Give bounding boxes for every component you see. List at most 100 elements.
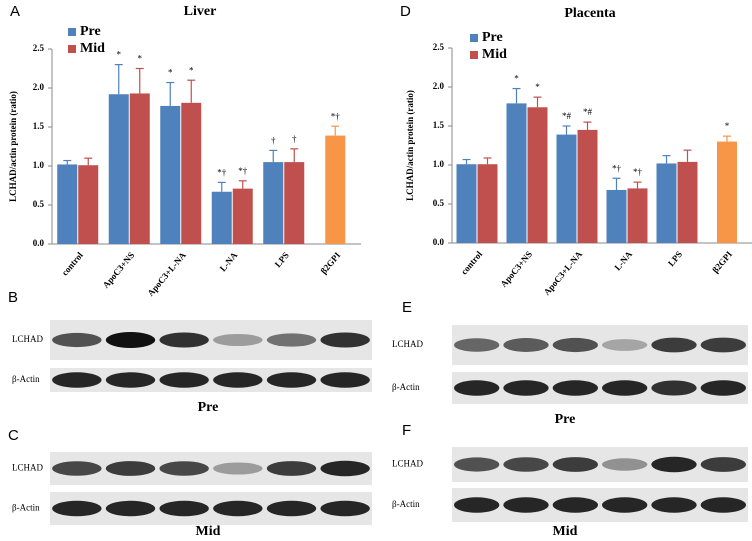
y-tick-label: 1.5 — [433, 120, 445, 130]
error-bar — [114, 63, 123, 95]
blot-strip — [452, 447, 748, 482]
blot-band — [700, 497, 747, 513]
legend-swatch — [470, 51, 478, 59]
significance-mark: *† — [612, 163, 622, 173]
y-tick-label: 0.5 — [433, 198, 445, 208]
y-axis-label: LCHAD/actin protein (ratio) — [405, 90, 415, 201]
legend-label: Pre — [482, 30, 503, 45]
error-bar — [217, 181, 226, 192]
blot-row-label: β-Actin — [392, 382, 420, 392]
blot-strip — [50, 452, 372, 485]
blot-band — [105, 500, 156, 517]
panel-label: C — [8, 427, 19, 444]
bar — [108, 94, 129, 245]
blot-band — [213, 333, 263, 347]
blot-band — [651, 497, 697, 513]
bar — [325, 135, 346, 244]
bar — [263, 162, 284, 244]
legend-swatch — [68, 45, 76, 53]
blot-band — [159, 461, 209, 476]
error-bar — [662, 155, 671, 164]
blot-band — [266, 500, 317, 517]
bar — [78, 165, 99, 244]
error-bar — [583, 121, 592, 130]
legend-label: Mid — [80, 41, 105, 56]
blot-row-label: β-Actin — [392, 499, 420, 509]
significance-mark: * — [725, 121, 730, 131]
significance-mark: † — [292, 134, 297, 144]
blot-band — [552, 337, 599, 353]
blot-band — [105, 332, 156, 348]
error-bar — [562, 125, 571, 135]
blot-band — [159, 372, 209, 388]
error-bar — [166, 81, 175, 106]
blot-row-label: β-Actin — [12, 374, 40, 384]
blot-band — [651, 380, 697, 396]
blot-caption: Pre — [198, 400, 219, 415]
blot-band — [213, 372, 263, 388]
x-tick-label: β2GPI — [318, 250, 342, 276]
error-bar — [135, 67, 144, 94]
blot-band — [700, 457, 747, 472]
panel-label: E — [402, 299, 412, 316]
blot-band — [453, 497, 500, 513]
x-tick-label: ApoC3+L-NA — [542, 249, 585, 297]
y-tick-label: 2.5 — [33, 43, 45, 53]
bar — [477, 164, 498, 243]
blot-band — [159, 332, 209, 348]
panel-label: A — [10, 3, 20, 20]
blot-row-label: LCHAD — [12, 463, 43, 473]
significance-mark: *# — [562, 111, 572, 121]
blot-band — [503, 497, 549, 513]
x-tick-label: β2GPI — [710, 249, 734, 275]
y-tick-label: 0.0 — [33, 238, 45, 248]
bar — [160, 105, 181, 244]
y-tick-label: 2.0 — [433, 81, 445, 91]
y-axis-label: LCHAD/actin protein (ratio) — [8, 91, 18, 202]
blot-band — [266, 461, 317, 476]
y-tick-label: 0.5 — [33, 199, 45, 209]
blot-caption: Mid — [196, 524, 221, 539]
significance-mark: * — [535, 82, 540, 92]
blot-band — [453, 380, 500, 396]
blot-band — [503, 380, 549, 396]
blot-caption: Pre — [555, 412, 576, 427]
error-bar — [238, 180, 247, 189]
blot-strip — [50, 320, 372, 360]
significance-mark: † — [271, 135, 276, 145]
x-tick-label: ApoC3+NS — [101, 250, 137, 290]
bar — [527, 107, 548, 243]
blot-band — [651, 337, 697, 353]
bar — [232, 188, 253, 244]
error-bar — [331, 125, 340, 136]
bar — [556, 134, 577, 243]
blot-strip — [452, 372, 748, 404]
bar — [284, 162, 305, 244]
bar — [211, 191, 232, 244]
significance-mark: * — [514, 74, 519, 84]
blot-band — [52, 461, 102, 476]
blot-band — [601, 339, 648, 351]
blot-band — [601, 380, 648, 396]
error-bar — [723, 135, 731, 142]
x-tick-label: ApoC3+L-NA — [145, 250, 188, 298]
bar — [677, 161, 698, 243]
x-tick-label: LPS — [273, 250, 291, 269]
blot-band — [266, 333, 317, 347]
significance-mark: *† — [633, 167, 643, 177]
blot-band — [213, 500, 263, 517]
x-tick-label: control — [459, 249, 485, 277]
blot-band — [105, 461, 156, 476]
blot-band — [105, 372, 156, 388]
blot-band — [52, 500, 102, 517]
error-bar — [483, 157, 492, 165]
blot-band — [52, 372, 102, 388]
x-tick-label: ApoC3+NS — [498, 249, 534, 289]
blot-row-label: LCHAD — [392, 459, 423, 469]
blot-strip — [452, 488, 748, 522]
significance-mark: * — [189, 65, 194, 75]
y-tick-label: 2.5 — [433, 42, 445, 52]
significance-mark: *† — [238, 166, 248, 176]
x-tick-label: L-NA — [218, 250, 240, 274]
